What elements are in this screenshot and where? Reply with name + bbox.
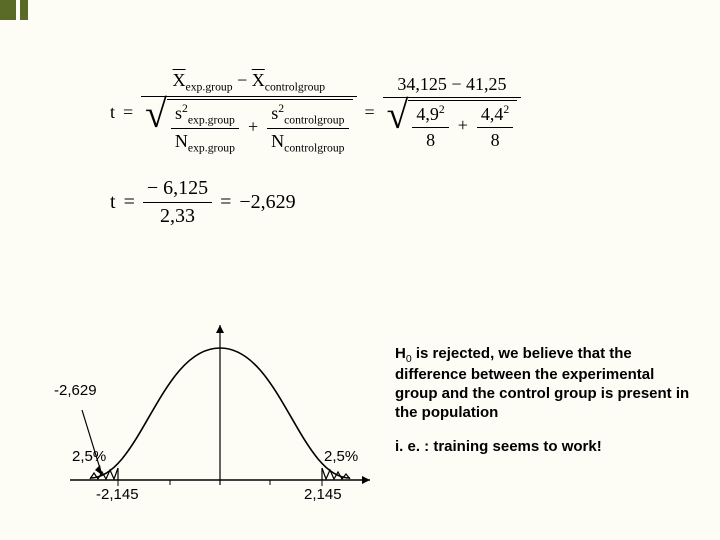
ie-sentence: i. e. : training seems to work! (395, 438, 602, 455)
val-8a: 8 (412, 128, 448, 151)
t-symbol: t (110, 102, 115, 123)
s-ctrl-sub: controlgroup (284, 113, 344, 126)
t-obs-label: -2,629 (54, 382, 97, 399)
equals-4: = (220, 191, 231, 214)
sqrt-icon: √ (145, 99, 167, 155)
val-44: 4,4 (481, 104, 504, 124)
rejection-sentence: is rejected, we believe that the differe… (395, 345, 689, 421)
bell-curve-chart: -2,629 2,5% 2,5% -2,145 2,145 (60, 320, 380, 510)
left-tail-pct: 2,5% (72, 448, 106, 465)
formula-block: t = Xexp.group − Xcontrolgroup √ s2exp.g… (110, 70, 690, 228)
equals-1: = (123, 102, 133, 123)
accent-bar-1 (0, 0, 18, 20)
sub-ctrl: controlgroup (265, 81, 325, 94)
numeric-fraction: 34,125 − 41,25 √ 4,92 8 + 4,42 (383, 74, 522, 151)
equals-3: = (124, 191, 135, 214)
N-ctrl-sub: controlgroup (284, 142, 344, 155)
t-result-value: −2,629 (239, 191, 295, 214)
s-exp-sub: exp.group (188, 113, 235, 126)
equals-2: = (365, 102, 375, 123)
right-tail-pct: 2,5% (324, 448, 358, 465)
result-fraction: − 6,125 2,33 (143, 177, 212, 228)
N-exp: N (175, 131, 188, 151)
sub-exp: exp.group (186, 81, 233, 94)
sqrt-icon-2: √ (387, 100, 409, 151)
crit-left-label: -2,145 (96, 486, 139, 503)
N-exp-sub: exp.group (188, 142, 235, 155)
explanation-text: H0 is rejected, we believe that the diff… (395, 345, 695, 473)
symbolic-fraction: Xexp.group − Xcontrolgroup √ s2exp.group… (141, 70, 356, 155)
N-ctrl: N (271, 131, 284, 151)
xbar-exp: X (173, 70, 186, 90)
result-den: 2,33 (143, 203, 212, 228)
s-exp: s (175, 103, 182, 123)
crit-right-label: 2,145 (304, 486, 342, 503)
t-symbol-2: t (110, 191, 116, 214)
minus-symbol: − (237, 70, 247, 90)
xbar-ctrl: X (252, 70, 265, 90)
val-8b: 8 (477, 128, 513, 151)
result-num: − 6,125 (143, 177, 212, 203)
t-formula-full: t = Xexp.group − Xcontrolgroup √ s2exp.g… (110, 70, 690, 155)
t-result-row: t = − 6,125 2,33 = −2,629 (110, 177, 690, 228)
val-49: 4,9 (416, 104, 439, 124)
H-symbol: H (395, 345, 406, 362)
accent-bar-2 (20, 0, 28, 20)
